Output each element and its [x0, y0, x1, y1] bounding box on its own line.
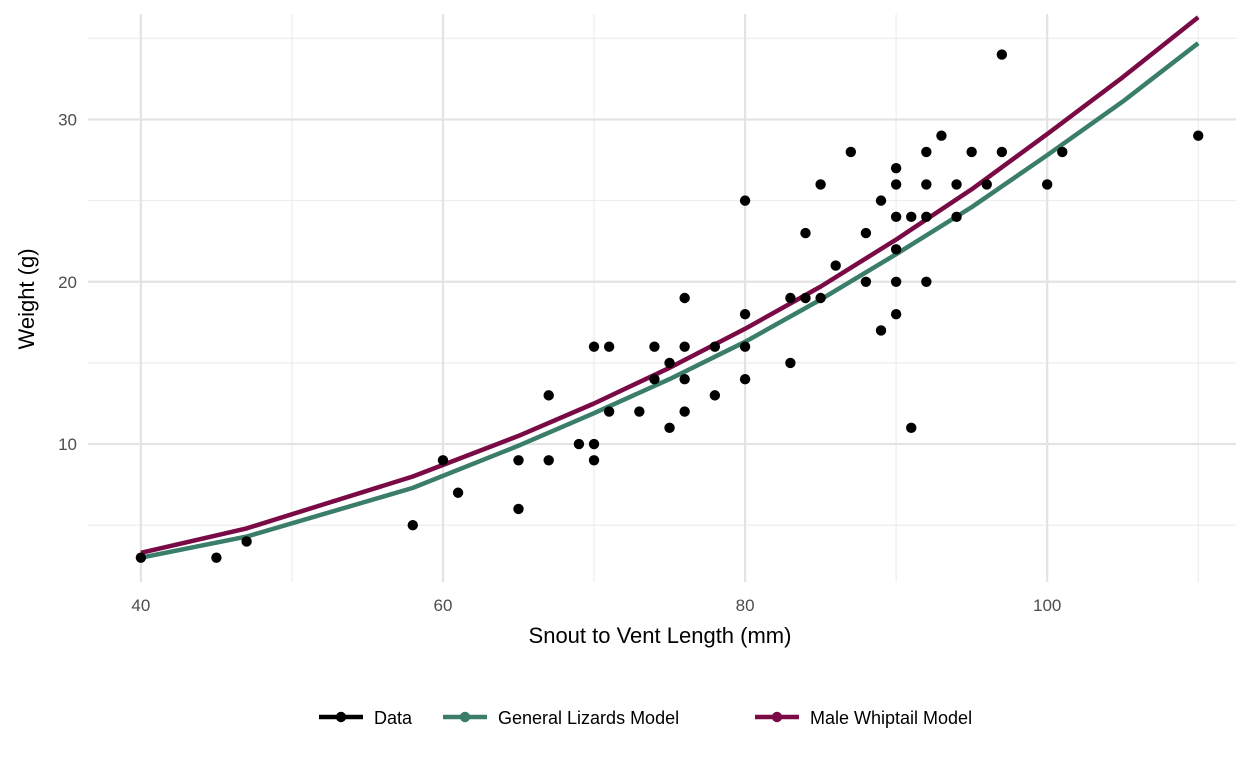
data-point: [664, 422, 675, 434]
data-point: [452, 487, 464, 498]
data-point: [860, 276, 872, 287]
data-point: [981, 179, 992, 190]
data-point: [739, 195, 751, 206]
data-point: [1041, 179, 1053, 190]
data-point: [800, 227, 811, 239]
data-point: [800, 292, 811, 304]
data-point: [906, 422, 917, 434]
data-point: [996, 146, 1008, 158]
data-point: [815, 292, 826, 304]
data-point: [739, 341, 751, 352]
data-point: [845, 146, 857, 158]
legend-key-dot: [771, 711, 783, 723]
data-point: [739, 373, 751, 385]
data-point: [241, 536, 252, 547]
x-tick-label: 40: [131, 596, 150, 615]
legend-key: [319, 711, 363, 723]
legend-label: General Lizards Model: [498, 708, 679, 728]
legend-label: Male Whiptail Model: [810, 708, 972, 728]
data-point: [634, 406, 645, 417]
data-point: [996, 49, 1008, 60]
y-tick-labels: 10 20 30: [58, 110, 77, 454]
data-point: [890, 309, 902, 320]
legend: Data General Lizards Model Male Whiptail M…: [319, 708, 972, 728]
data-point: [936, 130, 947, 141]
legend-key: [755, 711, 799, 723]
data-point: [664, 357, 675, 369]
data-point: [921, 276, 932, 287]
data-point: [543, 390, 554, 401]
data-point: [906, 211, 917, 223]
x-tick-labels: 40 60 80 100: [131, 596, 1061, 615]
y-axis-title: Weight (g): [14, 248, 39, 349]
model-line: [140, 15, 1200, 555]
data-point: [679, 373, 690, 385]
data-point: [679, 341, 690, 352]
data-point: [1057, 146, 1068, 158]
data-point: [709, 390, 721, 401]
data-point: [603, 341, 615, 352]
data-point: [543, 455, 554, 466]
data-point: [966, 146, 977, 158]
data-point: [785, 357, 796, 369]
data-point: [211, 552, 222, 563]
data-point: [875, 195, 887, 206]
data-point: [785, 292, 796, 304]
legend-key: [443, 711, 487, 723]
data-point: [951, 211, 962, 223]
data-point: [603, 406, 615, 417]
data-point: [588, 341, 600, 352]
data-point: [921, 146, 932, 158]
minor-gridlines: [88, 14, 1236, 582]
data-point: [513, 455, 524, 466]
legend-key-dot: [459, 711, 471, 723]
x-tick-label: 80: [736, 596, 755, 615]
data-point: [1193, 130, 1204, 141]
data-point: [649, 373, 660, 385]
legend-key-dot: [335, 711, 347, 723]
data-point: [649, 341, 660, 352]
major-gridlines: [88, 14, 1236, 582]
x-axis-title: Snout to Vent Length (mm): [529, 623, 792, 648]
data-point: [407, 520, 418, 531]
data-point: [135, 552, 147, 563]
data-point: [573, 438, 585, 450]
data-point: [513, 503, 524, 515]
x-tick-label: 60: [434, 596, 453, 615]
x-tick-label: 100: [1033, 596, 1061, 615]
data-point: [830, 260, 841, 271]
data-point: [890, 211, 902, 223]
legend-label: Data: [374, 708, 413, 728]
data-point: [890, 179, 902, 190]
y-tick-label: 10: [58, 435, 77, 454]
y-tick-label: 20: [58, 273, 77, 292]
data-point: [890, 162, 902, 174]
data-point: [437, 455, 449, 466]
data-point: [739, 309, 751, 320]
data-point: [860, 227, 872, 239]
data-point: [679, 292, 690, 304]
data-point: [951, 179, 962, 190]
data-point: [921, 211, 932, 223]
data-point: [890, 244, 902, 255]
data-point: [890, 276, 902, 287]
data-point: [709, 341, 721, 352]
data-point: [679, 406, 690, 417]
model-lines: [140, 15, 1200, 560]
data-point: [588, 438, 600, 450]
y-tick-label: 30: [58, 110, 77, 129]
data-point: [815, 179, 826, 190]
data-point: [588, 455, 600, 466]
data-points: [135, 49, 1204, 563]
data-point: [921, 179, 932, 190]
data-point: [875, 325, 887, 336]
